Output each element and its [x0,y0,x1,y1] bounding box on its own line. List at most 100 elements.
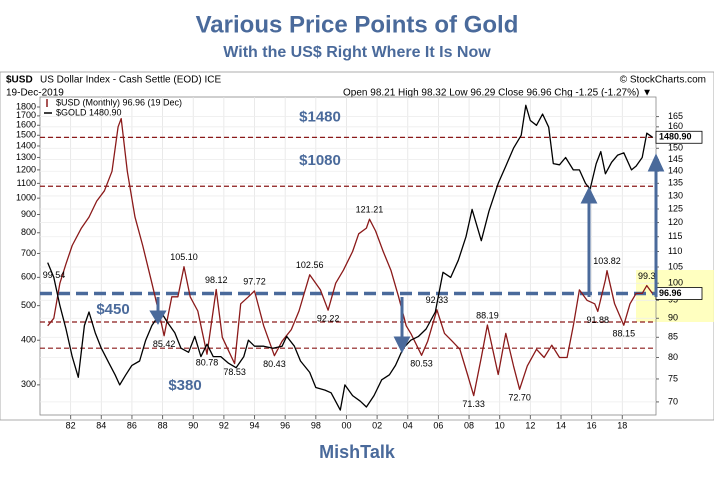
y-tick-label: 1500 [16,130,36,140]
y2-tick-label: 90 [668,313,678,323]
y2-tick-label: 110 [668,246,682,256]
point-label: 78.53 [223,367,246,377]
x-tick-label: 92 [219,420,229,430]
point-label: 91.88 [587,315,610,325]
y2-tick-label: 130 [668,190,683,200]
arrow-head [393,336,411,354]
point-label: 105.10 [170,252,198,262]
point-label: 92.22 [317,314,340,324]
chart-title: Various Price Points of Gold [196,11,519,38]
y2-tick-label: 135 [668,178,683,188]
x-tick-label: 82 [66,420,76,430]
y2-tick-label: 165 [668,111,683,121]
footer: MishTalk [319,442,396,462]
y-tick-label: 900 [21,209,36,219]
arrows [149,153,665,354]
level-label: $1080 [299,152,341,169]
point-label: 80.78 [196,358,219,368]
y-tick-label: 1800 [16,101,36,111]
y2-tick-label: 140 [668,166,683,176]
legend-label: $USD (Monthly) 96.96 (19 Dec) [56,97,182,107]
y2-tick-label: 75 [668,373,678,383]
point-label: 102.56 [296,260,324,270]
arrow-head [647,153,665,172]
x-tick-label: 96 [280,420,290,430]
point-label: 103.82 [593,256,621,266]
x-tick-label: 00 [341,420,351,430]
x-tick-label: 88 [158,420,168,430]
point-label: 98.12 [205,275,228,285]
x-tick-label: 86 [127,420,137,430]
point-label: 97.72 [243,276,266,286]
point-label: 88.19 [476,310,499,320]
y-tick-label: 1200 [16,164,36,174]
header-description: US Dollar Index - Cash Settle (EOD) ICE [40,75,221,86]
y-tick-label: 1100 [17,178,36,188]
point-label: 99.54 [43,270,66,280]
header-source: © StockCharts.com [620,75,706,86]
point-label: 88.15 [613,329,636,339]
level-label: $380 [168,377,201,394]
series-line [47,117,654,397]
header-quote: Open 98.21 High 98.32 Low 96.29 Close 96… [343,88,652,99]
plot-area: 82 84 86 88 90 92 94 96 98 00 02 04 06 08 10 12 14 16 18 30… [16,96,703,430]
legend-label: $GOLD 1480.90 [56,107,122,117]
y2-tick-label: 145 [668,154,683,164]
end-label: 96.96 [659,288,682,298]
y2-tick-label: 160 [668,121,683,131]
y2-tick-label: 100 [668,278,683,288]
point-label: 121.21 [356,205,384,215]
end-label-box [655,130,703,144]
y2-tick-label: 85 [668,332,678,342]
y-tick-label: 700 [21,248,36,258]
end-label: 1480.90 [659,132,692,142]
level-label: $1480 [299,108,341,125]
point-label: 92.33 [426,295,449,305]
y-tick-label: 1700 [16,110,36,120]
y-tick-label: 400 [21,335,36,345]
y2-tick-label: 120 [668,217,683,227]
chart-frame [0,71,714,421]
chart-subtitle: With the US$ Right Where It Is Now [223,44,491,61]
header-date: 19-Dec-2019 [6,88,64,99]
y2-tick-label: 115 [668,231,682,241]
point-label: 72.70 [508,393,531,403]
y-tick-label: 1300 [16,152,36,162]
y-tick-label: 1600 [16,120,36,130]
y-tick-label: 1000 [16,193,36,203]
point-label: 80.53 [410,359,433,369]
header-symbol: $USD [6,75,33,86]
x-tick-label: 14 [556,420,566,430]
arrow-head [149,310,167,325]
y2-tick-label: 125 [668,203,683,213]
y-tick-label: 600 [21,272,36,282]
y2-tick-label: 70 [668,396,678,406]
point-label: 85.42 [153,339,176,349]
plot-border [39,96,657,416]
y2-tick-label: 105 [668,261,683,271]
y-tick-label: 1400 [16,140,36,150]
x-tick-label: 90 [188,420,198,430]
x-tick-label: 16 [587,420,597,430]
y2-tick-label: 150 [668,143,683,153]
y2-tick-label: 80 [668,352,678,362]
x-tick-label: 98 [311,420,321,430]
y-tick-label: 800 [21,227,36,237]
y-tick-label: 300 [21,379,36,389]
point-label: 71.33 [462,399,485,409]
series-line [47,104,653,411]
y-tick-label: 500 [21,300,36,310]
arrow-head [580,186,598,204]
x-tick-label: 08 [464,420,474,430]
x-tick-label: 12 [525,420,535,430]
point-label: 99.3 [638,271,656,281]
x-tick-label: 06 [433,420,443,430]
x-tick-label: 10 [495,420,505,430]
point-label: 80.43 [263,359,286,369]
x-tick-label: 04 [403,420,413,430]
x-tick-label: 02 [372,420,382,430]
x-tick-label: 84 [96,420,106,430]
level-label: $450 [96,301,129,318]
x-tick-label: 94 [250,420,260,430]
